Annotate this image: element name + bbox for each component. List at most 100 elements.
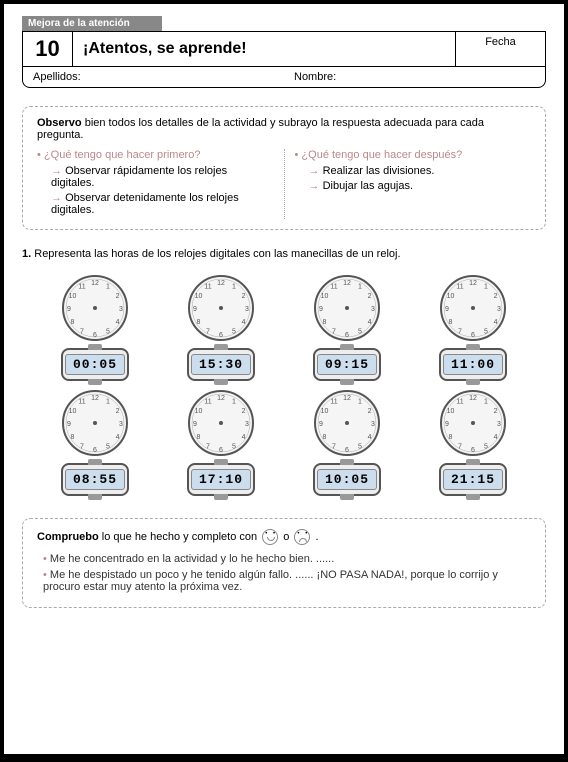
- svg-text:11: 11: [204, 398, 211, 405]
- svg-text:1: 1: [484, 283, 488, 290]
- clock-unit: 12123456789101115:30: [168, 274, 274, 381]
- firstname-label: Nombre:: [284, 67, 545, 87]
- svg-text:1: 1: [232, 283, 236, 290]
- svg-text:12: 12: [343, 280, 351, 287]
- clock-unit: 12123456789101100:05: [42, 274, 148, 381]
- digital-time: 00:05: [65, 354, 125, 375]
- clock-unit: 12123456789101121:15: [420, 389, 526, 496]
- svg-text:5: 5: [484, 444, 488, 451]
- svg-text:10: 10: [447, 293, 455, 300]
- svg-text:6: 6: [93, 332, 97, 339]
- svg-text:12: 12: [91, 395, 99, 402]
- digital-watch: 08:55: [61, 463, 129, 496]
- clock-unit: 12123456789101117:10: [168, 389, 274, 496]
- svg-text:10: 10: [195, 293, 203, 300]
- svg-text:11: 11: [78, 398, 85, 405]
- digital-watch: 17:10: [187, 463, 255, 496]
- svg-text:11: 11: [456, 398, 463, 405]
- section-tag: Mejora de la atención: [22, 16, 162, 31]
- clock-unit: 12123456789101108:55: [42, 389, 148, 496]
- svg-text:6: 6: [345, 332, 349, 339]
- svg-text:6: 6: [93, 447, 97, 454]
- svg-text:4: 4: [494, 319, 498, 326]
- compruebo-title: Compruebo lo que he hecho y completo con…: [37, 529, 531, 545]
- digital-time: 09:15: [317, 354, 377, 375]
- svg-text:8: 8: [323, 319, 327, 326]
- svg-text:10: 10: [195, 408, 203, 415]
- answer-2-1: Realizar las divisiones.: [309, 165, 532, 177]
- observo-columns: ¿Qué tengo que hacer primero? Observar r…: [37, 149, 531, 219]
- svg-text:5: 5: [358, 329, 362, 336]
- title-row: 10 ¡Atentos, se aprende! Fecha: [22, 31, 546, 67]
- svg-text:1: 1: [358, 398, 362, 405]
- svg-text:2: 2: [368, 408, 372, 415]
- observo-title: Observo bien todos los detalles de la ac…: [37, 117, 531, 141]
- svg-text:6: 6: [219, 332, 223, 339]
- observo-col-right: ¿Qué tengo que hacer después? Realizar l…: [285, 149, 532, 219]
- svg-text:4: 4: [368, 434, 372, 441]
- svg-text:8: 8: [449, 434, 453, 441]
- digital-time: 08:55: [65, 469, 125, 490]
- svg-text:9: 9: [319, 306, 323, 313]
- exercise-number: 10: [23, 32, 73, 66]
- svg-text:9: 9: [193, 421, 197, 428]
- happy-face-icon: [262, 529, 278, 545]
- sad-face-icon: [294, 529, 310, 545]
- worksheet-page: Mejora de la atención 10 ¡Atentos, se ap…: [4, 4, 564, 754]
- digital-watch: 21:15: [439, 463, 507, 496]
- svg-text:7: 7: [332, 444, 336, 451]
- svg-text:7: 7: [458, 329, 462, 336]
- svg-text:9: 9: [193, 306, 197, 313]
- observo-box: Observo bien todos los detalles de la ac…: [22, 106, 546, 230]
- svg-text:2: 2: [116, 408, 120, 415]
- svg-text:9: 9: [67, 421, 71, 428]
- compruebo-rest: lo que he hecho y completo con: [99, 531, 260, 543]
- digital-watch: 09:15: [313, 348, 381, 381]
- compruebo-box: Compruebo lo que he hecho y completo con…: [22, 518, 546, 608]
- svg-text:12: 12: [343, 395, 351, 402]
- surname-label: Apellidos:: [23, 67, 284, 87]
- digital-time: 17:10: [191, 469, 251, 490]
- svg-text:6: 6: [219, 447, 223, 454]
- svg-text:2: 2: [494, 408, 498, 415]
- svg-text:3: 3: [119, 421, 123, 428]
- question-1: ¿Qué tengo que hacer primero?: [37, 149, 274, 161]
- svg-text:1: 1: [484, 398, 488, 405]
- svg-text:3: 3: [245, 306, 249, 313]
- svg-text:5: 5: [232, 444, 236, 451]
- svg-text:5: 5: [106, 444, 110, 451]
- svg-text:10: 10: [69, 408, 77, 415]
- svg-text:9: 9: [445, 306, 449, 313]
- digital-time: 11:00: [443, 354, 503, 375]
- svg-text:10: 10: [321, 293, 329, 300]
- svg-text:12: 12: [469, 280, 477, 287]
- svg-text:8: 8: [197, 434, 201, 441]
- svg-text:12: 12: [469, 395, 477, 402]
- svg-text:5: 5: [232, 329, 236, 336]
- digital-watch: 10:05: [313, 463, 381, 496]
- svg-text:11: 11: [456, 283, 463, 290]
- svg-text:2: 2: [242, 408, 246, 415]
- svg-text:3: 3: [497, 306, 501, 313]
- svg-text:4: 4: [242, 319, 246, 326]
- svg-text:7: 7: [80, 444, 84, 451]
- svg-text:5: 5: [484, 329, 488, 336]
- svg-text:1: 1: [106, 398, 110, 405]
- compruebo-or: o: [280, 531, 292, 543]
- svg-text:2: 2: [494, 293, 498, 300]
- svg-text:10: 10: [447, 408, 455, 415]
- svg-text:7: 7: [206, 329, 210, 336]
- svg-text:2: 2: [242, 293, 246, 300]
- svg-text:9: 9: [445, 421, 449, 428]
- svg-text:2: 2: [116, 293, 120, 300]
- svg-text:3: 3: [371, 306, 375, 313]
- svg-text:12: 12: [217, 395, 225, 402]
- svg-text:8: 8: [197, 319, 201, 326]
- question-2: ¿Qué tengo que hacer después?: [295, 149, 532, 161]
- digital-watch: 15:30: [187, 348, 255, 381]
- clock-unit: 12123456789101109:15: [294, 274, 400, 381]
- digital-time: 10:05: [317, 469, 377, 490]
- svg-text:2: 2: [368, 293, 372, 300]
- digital-watch: 00:05: [61, 348, 129, 381]
- svg-text:12: 12: [91, 280, 99, 287]
